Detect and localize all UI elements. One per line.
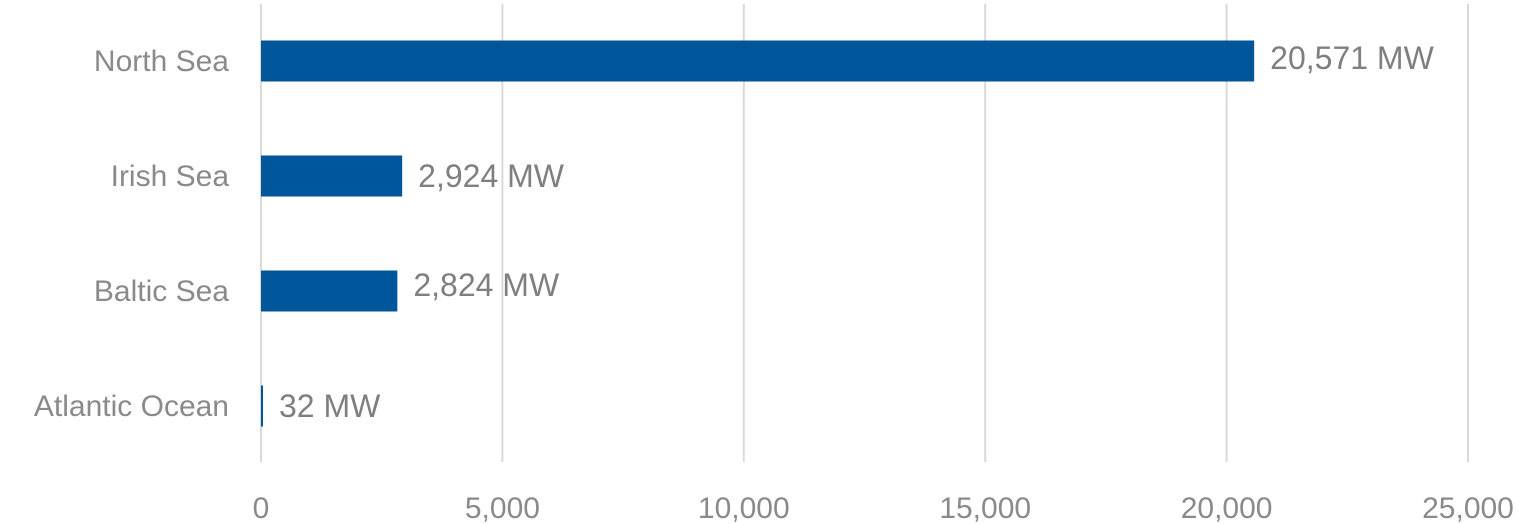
x-axis-tick-labels: 0 5,000 10,000 15,000 20,000 25,000: [253, 492, 1514, 524]
category-label: Baltic Sea: [94, 275, 229, 308]
x-tick-label: 10,000: [698, 492, 790, 524]
x-tick-label: 0: [253, 492, 270, 524]
bar: [261, 155, 403, 197]
data-labels: 20,571 MW 2,924 MW 2,824 MW 32 MW: [279, 40, 1435, 424]
x-tick-label: 20,000: [1181, 492, 1273, 524]
x-tick-label: 15,000: [939, 492, 1031, 524]
x-tick-label: 5,000: [465, 492, 540, 524]
bars: [261, 40, 1255, 427]
data-label: 20,571 MW: [1270, 40, 1434, 76]
data-label: 32 MW: [279, 388, 381, 424]
data-label: 2,824 MW: [413, 267, 560, 303]
category-label: Irish Sea: [111, 160, 230, 193]
category-label: North Sea: [94, 45, 229, 78]
category-label: Atlantic Ocean: [34, 390, 229, 423]
bar: [261, 385, 263, 427]
data-label: 2,924 MW: [418, 158, 565, 194]
bar: [261, 40, 1255, 82]
bar: [261, 270, 398, 312]
x-tick-label: 25,000: [1422, 492, 1514, 524]
category-labels: North Sea Irish Sea Baltic Sea Atlantic Oce…: [34, 45, 229, 423]
